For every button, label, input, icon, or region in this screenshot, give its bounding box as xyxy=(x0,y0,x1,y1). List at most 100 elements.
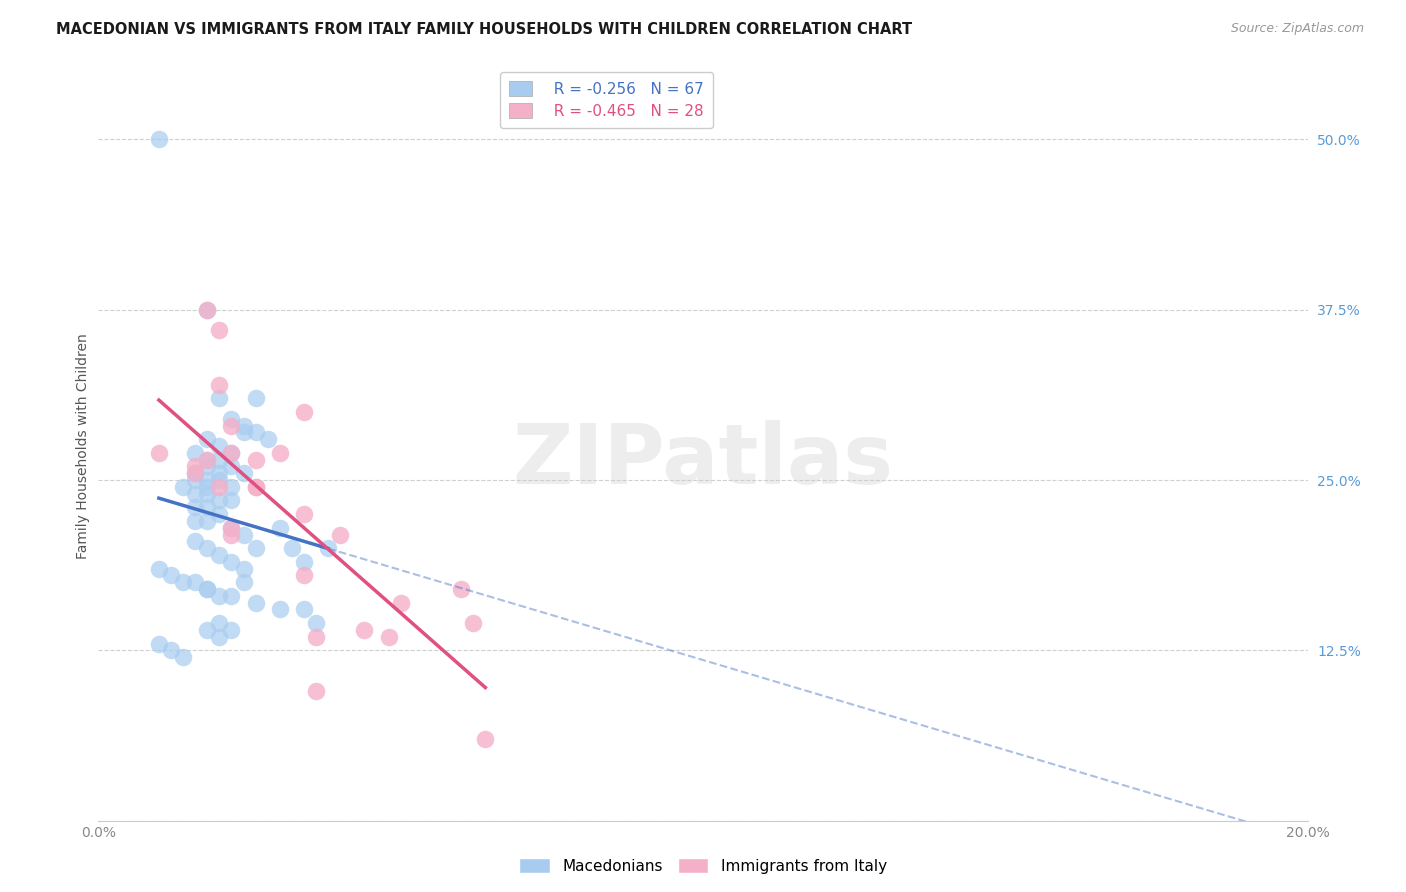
Point xyxy=(232,467,254,481)
Point xyxy=(221,555,243,569)
Point xyxy=(269,521,291,535)
Text: ZIPatlas: ZIPatlas xyxy=(513,420,893,501)
Point xyxy=(221,480,243,494)
Point xyxy=(232,418,254,433)
Point xyxy=(208,452,231,467)
Point xyxy=(184,500,207,515)
Point xyxy=(232,527,254,541)
Point xyxy=(292,405,315,419)
Point xyxy=(195,473,218,487)
Point xyxy=(256,432,278,446)
Point xyxy=(195,500,218,515)
Point xyxy=(245,452,267,467)
Point xyxy=(195,452,218,467)
Point xyxy=(221,493,243,508)
Point xyxy=(329,527,352,541)
Point xyxy=(245,425,267,440)
Point xyxy=(389,596,412,610)
Point xyxy=(195,486,218,500)
Point xyxy=(195,452,218,467)
Point xyxy=(245,541,267,556)
Point xyxy=(195,302,218,317)
Point xyxy=(463,616,485,631)
Point xyxy=(208,548,231,562)
Point xyxy=(221,589,243,603)
Point xyxy=(245,392,267,406)
Point xyxy=(305,630,328,644)
Point xyxy=(184,467,207,481)
Point xyxy=(184,446,207,460)
Point xyxy=(184,473,207,487)
Point xyxy=(195,480,218,494)
Point xyxy=(195,541,218,556)
Point xyxy=(184,486,207,500)
Point xyxy=(232,425,254,440)
Point xyxy=(281,541,304,556)
Point xyxy=(221,623,243,637)
Point xyxy=(195,582,218,596)
Point xyxy=(148,561,170,575)
Point xyxy=(195,623,218,637)
Point xyxy=(474,731,496,746)
Point xyxy=(221,446,243,460)
Point xyxy=(221,411,243,425)
Point xyxy=(208,493,231,508)
Point xyxy=(195,432,218,446)
Point xyxy=(377,630,399,644)
Point xyxy=(208,616,231,631)
Point xyxy=(316,541,339,556)
Point xyxy=(245,596,267,610)
Point xyxy=(195,582,218,596)
Point xyxy=(184,467,207,481)
Point xyxy=(232,561,254,575)
Point xyxy=(148,636,170,650)
Point xyxy=(148,132,170,146)
Point xyxy=(172,575,194,590)
Point xyxy=(208,377,231,392)
Y-axis label: Family Households with Children: Family Households with Children xyxy=(76,333,90,559)
Point xyxy=(184,514,207,528)
Point xyxy=(305,684,328,698)
Point xyxy=(221,527,243,541)
Point xyxy=(269,446,291,460)
Point xyxy=(208,507,231,521)
Point xyxy=(353,623,375,637)
Point xyxy=(269,602,291,616)
Point xyxy=(450,582,472,596)
Point xyxy=(195,514,218,528)
Point xyxy=(184,459,207,474)
Point xyxy=(208,392,231,406)
Point xyxy=(184,534,207,549)
Point xyxy=(208,473,231,487)
Point xyxy=(160,643,183,657)
Point xyxy=(221,459,243,474)
Point xyxy=(292,602,315,616)
Point xyxy=(221,521,243,535)
Legend: Macedonians, Immigrants from Italy: Macedonians, Immigrants from Italy xyxy=(513,852,893,880)
Point xyxy=(184,575,207,590)
Point xyxy=(208,480,231,494)
Text: Source: ZipAtlas.com: Source: ZipAtlas.com xyxy=(1230,22,1364,36)
Point xyxy=(305,616,328,631)
Point xyxy=(148,446,170,460)
Point xyxy=(292,507,315,521)
Point xyxy=(208,467,231,481)
Point xyxy=(160,568,183,582)
Point xyxy=(208,589,231,603)
Point xyxy=(208,630,231,644)
Point xyxy=(232,575,254,590)
Point xyxy=(245,480,267,494)
Point xyxy=(172,650,194,665)
Point xyxy=(245,480,267,494)
Legend:   R = -0.256   N = 67,   R = -0.465   N = 28: R = -0.256 N = 67, R = -0.465 N = 28 xyxy=(499,71,713,128)
Point xyxy=(195,302,218,317)
Point xyxy=(221,521,243,535)
Point xyxy=(195,459,218,474)
Point xyxy=(172,480,194,494)
Text: MACEDONIAN VS IMMIGRANTS FROM ITALY FAMILY HOUSEHOLDS WITH CHILDREN CORRELATION : MACEDONIAN VS IMMIGRANTS FROM ITALY FAMI… xyxy=(56,22,912,37)
Point xyxy=(221,418,243,433)
Point xyxy=(292,568,315,582)
Point xyxy=(208,323,231,337)
Point xyxy=(208,439,231,453)
Point xyxy=(221,446,243,460)
